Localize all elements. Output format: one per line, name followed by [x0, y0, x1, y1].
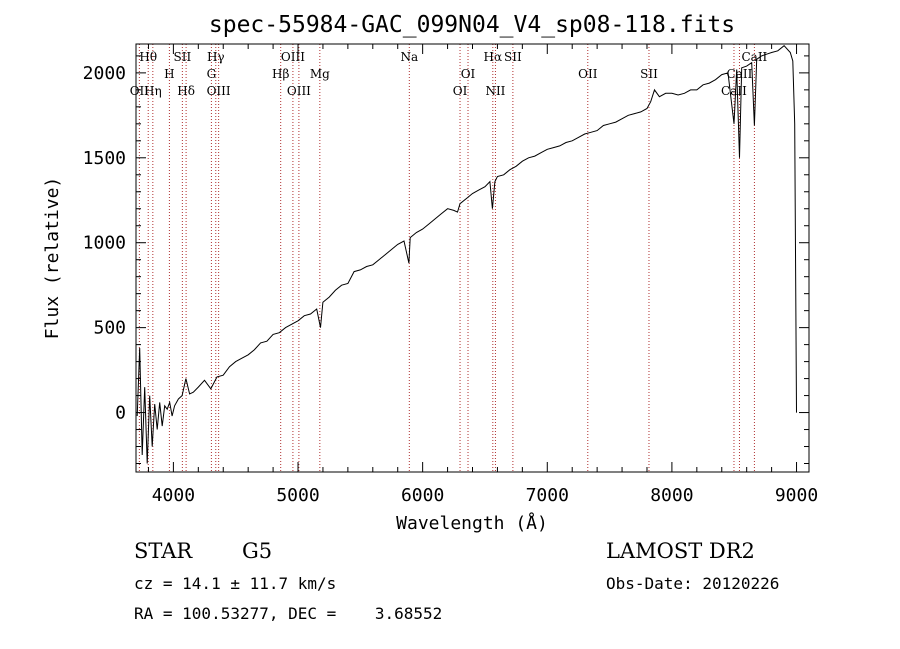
spectral-line-label: Hδ	[177, 84, 195, 98]
spectral-line-label: OII	[130, 84, 150, 98]
spectral-line-label: NII	[485, 84, 505, 98]
object-class: STAR	[134, 539, 193, 563]
x-tick-label: 6000	[401, 485, 444, 506]
y-tick-label: 1500	[83, 148, 126, 169]
spectral-line-label: CaII	[741, 50, 767, 64]
object-subclass: G5	[242, 539, 273, 563]
x-axis-ticks: 4000 5000 6000 7000 8000 9000	[147, 44, 818, 506]
spectral-line-label: SII	[504, 50, 522, 64]
spectral-line-label: OII	[578, 67, 598, 81]
x-tick-label: 7000	[526, 485, 569, 506]
redshift-velocity: cz = 14.1 ± 11.7 km/s	[134, 574, 337, 593]
spectral-line-label: OIII	[281, 50, 305, 64]
spectral-line-label: OIII	[207, 84, 231, 98]
x-tick-label: 8000	[650, 485, 693, 506]
survey-name: LAMOST DR2	[606, 539, 755, 563]
observation-date: Obs-Date: 20120226	[606, 574, 780, 593]
y-tick-label: 2000	[83, 63, 126, 84]
spectral-line-label: OI	[453, 84, 468, 98]
spectral-line-label: Hγ	[207, 50, 225, 64]
spectral-line-label: Na	[400, 50, 418, 64]
spectral-line-label: G	[207, 67, 217, 81]
spectral-line-label: CaII	[721, 84, 747, 98]
spectral-line-label: OIII	[287, 84, 311, 98]
spectral-line-label: Hθ	[139, 50, 157, 64]
spectral-line-label: CaII	[727, 67, 753, 81]
y-tick-label: 500	[93, 318, 126, 339]
coordinates: RA = 100.53277, DEC = 3.68552	[134, 604, 443, 623]
y-axis-label: Flux (relative)	[42, 177, 63, 340]
spectral-line-label: Mg	[310, 67, 330, 81]
spectral-line-label: Hβ	[272, 67, 289, 81]
x-tick-label: 4000	[152, 485, 195, 506]
spectral-line-label: Hα	[484, 50, 503, 64]
x-tick-label: 9000	[775, 485, 818, 506]
spectrum-series-line	[136, 45, 797, 464]
spectral-line-label: SII	[640, 67, 658, 81]
spectral-line-markers: HθOIIHηSIIHHδHγGOIIIOIIIHβOIIIMgNaOIOIHα…	[130, 44, 768, 472]
spectral-line-label: OI	[461, 67, 476, 81]
x-axis-label: Wavelength (Å)	[396, 512, 548, 534]
spectral-line-label: H	[164, 67, 174, 81]
spectral-line-label: Hη	[144, 84, 162, 98]
y-axis-ticks: 0 500 1000 1500 2000	[83, 55, 809, 465]
y-tick-label: 0	[115, 403, 126, 424]
plot-frame	[135, 43, 810, 473]
y-tick-label: 1000	[83, 233, 126, 254]
chart-title: spec-55984-GAC_099N04_V4_sp08-118.fits	[209, 12, 735, 38]
spectral-line-label: SII	[174, 50, 192, 64]
x-tick-label: 5000	[276, 485, 319, 506]
